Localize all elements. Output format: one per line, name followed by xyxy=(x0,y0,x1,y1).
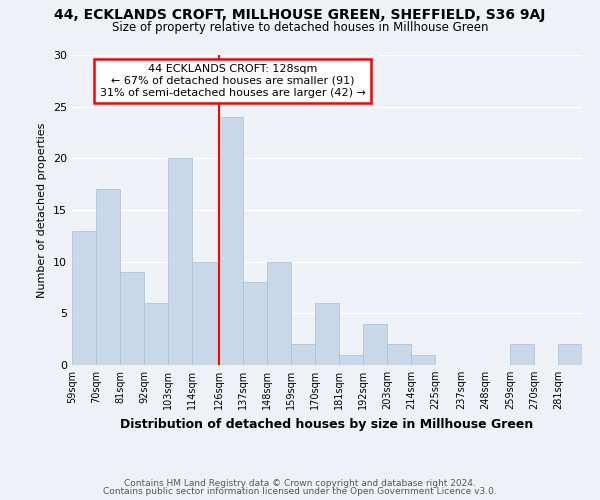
Bar xyxy=(193,262,218,365)
Bar xyxy=(315,303,339,365)
Bar xyxy=(218,117,243,365)
Text: 44, ECKLANDS CROFT, MILLHOUSE GREEN, SHEFFIELD, S36 9AJ: 44, ECKLANDS CROFT, MILLHOUSE GREEN, SHE… xyxy=(55,8,545,22)
Bar xyxy=(243,282,267,365)
Bar xyxy=(72,230,96,365)
Bar xyxy=(144,303,169,365)
Bar xyxy=(339,354,363,365)
Bar xyxy=(267,262,291,365)
Bar xyxy=(387,344,411,365)
Bar xyxy=(510,344,534,365)
Bar xyxy=(291,344,315,365)
Text: 44 ECKLANDS CROFT: 128sqm
← 67% of detached houses are smaller (91)
31% of semi-: 44 ECKLANDS CROFT: 128sqm ← 67% of detac… xyxy=(100,64,365,98)
X-axis label: Distribution of detached houses by size in Millhouse Green: Distribution of detached houses by size … xyxy=(121,418,533,430)
Bar xyxy=(558,344,582,365)
Text: Contains public sector information licensed under the Open Government Licence v3: Contains public sector information licen… xyxy=(103,487,497,496)
Text: Size of property relative to detached houses in Millhouse Green: Size of property relative to detached ho… xyxy=(112,21,488,34)
Bar xyxy=(363,324,387,365)
Text: Contains HM Land Registry data © Crown copyright and database right 2024.: Contains HM Land Registry data © Crown c… xyxy=(124,478,476,488)
Bar xyxy=(120,272,144,365)
Bar xyxy=(411,354,436,365)
Bar xyxy=(96,190,120,365)
Bar xyxy=(169,158,193,365)
Y-axis label: Number of detached properties: Number of detached properties xyxy=(37,122,47,298)
